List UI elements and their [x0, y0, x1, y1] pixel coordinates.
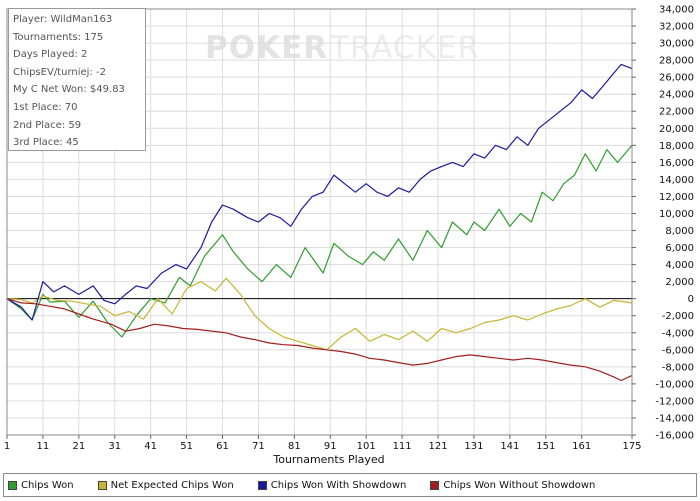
- stats-first-place: 1st Place: 70: [13, 101, 78, 113]
- y-tick-label: 30,000: [659, 39, 694, 50]
- y-tick-label: -14,000: [655, 413, 694, 424]
- y-tick-label: 24,000: [659, 90, 694, 101]
- y-tick-label: 34,000: [659, 5, 694, 16]
- legend-label-net-expected: Net Expected Chips Won: [110, 479, 234, 491]
- stats-net-won: My C Net Won: $49.83: [13, 84, 125, 96]
- x-tick-label: 51: [180, 441, 193, 452]
- y-tick-label: 26,000: [659, 73, 694, 84]
- legend-item-with-showdown[interactable]: Chips Won With Showdown: [254, 479, 407, 491]
- y-axis: 34,000 32,000 30,000 28,000 26,000 24,000 22,0…: [632, 5, 694, 442]
- legend-item-without-showdown[interactable]: Chips Won Without Showdown: [426, 480, 595, 491]
- x-tick-label: 81: [288, 441, 301, 452]
- legend-swatch-chips-won: [8, 480, 17, 490]
- x-tick-label: 161: [572, 441, 591, 452]
- y-tick-label: 4,000: [665, 260, 694, 271]
- x-tick-label: 131: [464, 441, 483, 452]
- x-tick-label: 141: [500, 441, 519, 452]
- y-tick-label: 18,000: [659, 141, 694, 152]
- y-tick-label: -16,000: [655, 431, 694, 442]
- stats-third-place: 3rd Place: 45: [13, 137, 79, 149]
- stats-chips-ev: ChipsEV/turniej: -2: [13, 66, 106, 78]
- series-line-chips-won-without-showdown: [6, 298, 633, 382]
- stats-days-played: Days Played: 2: [13, 49, 88, 61]
- x-tick-label: 91: [324, 441, 337, 452]
- x-tick-label: 21: [72, 441, 85, 452]
- series-lines: [6, 63, 633, 382]
- y-tick-label: -2,000: [662, 311, 694, 322]
- y-tick-label: -12,000: [655, 396, 694, 407]
- legend-label-chips-won: Chips Won: [21, 479, 74, 491]
- x-tick-label: 111: [393, 441, 412, 452]
- y-tick-label: -6,000: [662, 345, 694, 356]
- x-tick-label: 151: [536, 441, 555, 452]
- x-tick-label: 61: [216, 441, 229, 452]
- legend-item-net-expected[interactable]: Net Expected Chips Won: [94, 480, 234, 491]
- x-tick-label: 1: [4, 441, 10, 452]
- x-tick-label: 41: [144, 441, 157, 452]
- y-tick-label: 32,000: [659, 22, 694, 33]
- x-tick-label: 101: [357, 441, 376, 452]
- legend-label-without-showdown: Chips Won Without Showdown: [443, 479, 596, 491]
- x-tick-label: 71: [252, 441, 265, 452]
- x-tick-label: 11: [37, 441, 50, 452]
- y-tick-label: 10,000: [659, 209, 694, 220]
- legend-swatch-with-showdown: [257, 480, 267, 490]
- y-tick-label: 0: [688, 294, 694, 305]
- series-line-net-expected-chips-won: [6, 277, 633, 351]
- stats-second-place: 2nd Place: 59: [13, 119, 82, 131]
- y-tick-label: 20,000: [659, 124, 694, 135]
- y-tick-label: -8,000: [662, 362, 694, 373]
- y-tick-label: 8,000: [665, 226, 694, 237]
- series-line-chips-won-with-showdown: [6, 63, 633, 321]
- player-stats-box: Player: WildMan163 Tournaments: 175 Days…: [8, 8, 146, 151]
- legend-label-with-showdown: Chips Won With Showdown: [270, 479, 407, 491]
- x-axis: 1 11 21 31 41 51 61 71 81 91 101 111 121 131 141 151 161…: [4, 435, 642, 452]
- legend-swatch-without-showdown: [430, 480, 440, 490]
- x-tick-label: 31: [108, 441, 121, 452]
- y-tick-label: 2,000: [665, 277, 694, 288]
- stats-tournaments: Tournaments: 175: [13, 31, 104, 43]
- x-tick-label: 121: [428, 441, 447, 452]
- legend-item-chips-won[interactable]: Chips Won: [4, 480, 74, 491]
- legend-swatch-net-expected: [97, 480, 107, 490]
- y-tick-label: 16,000: [659, 158, 694, 169]
- y-tick-label: 22,000: [659, 107, 694, 118]
- y-tick-label: 28,000: [659, 56, 694, 67]
- chart-legend: Chips Won Net Expected Chips Won Chips W…: [3, 473, 697, 497]
- y-tick-label: 14,000: [659, 175, 694, 186]
- x-axis-label: Tournaments Played: [272, 453, 384, 466]
- series-line-chips-won: [6, 144, 633, 338]
- y-tick-label: -4,000: [662, 328, 694, 339]
- plot-frame: [6, 8, 633, 436]
- stats-player: Player: WildMan163: [13, 14, 113, 25]
- y-tick-label: -10,000: [655, 379, 694, 390]
- y-tick-label: 12,000: [659, 192, 694, 203]
- x-tick-label: 175: [622, 441, 641, 452]
- y-tick-label: 6,000: [665, 243, 694, 254]
